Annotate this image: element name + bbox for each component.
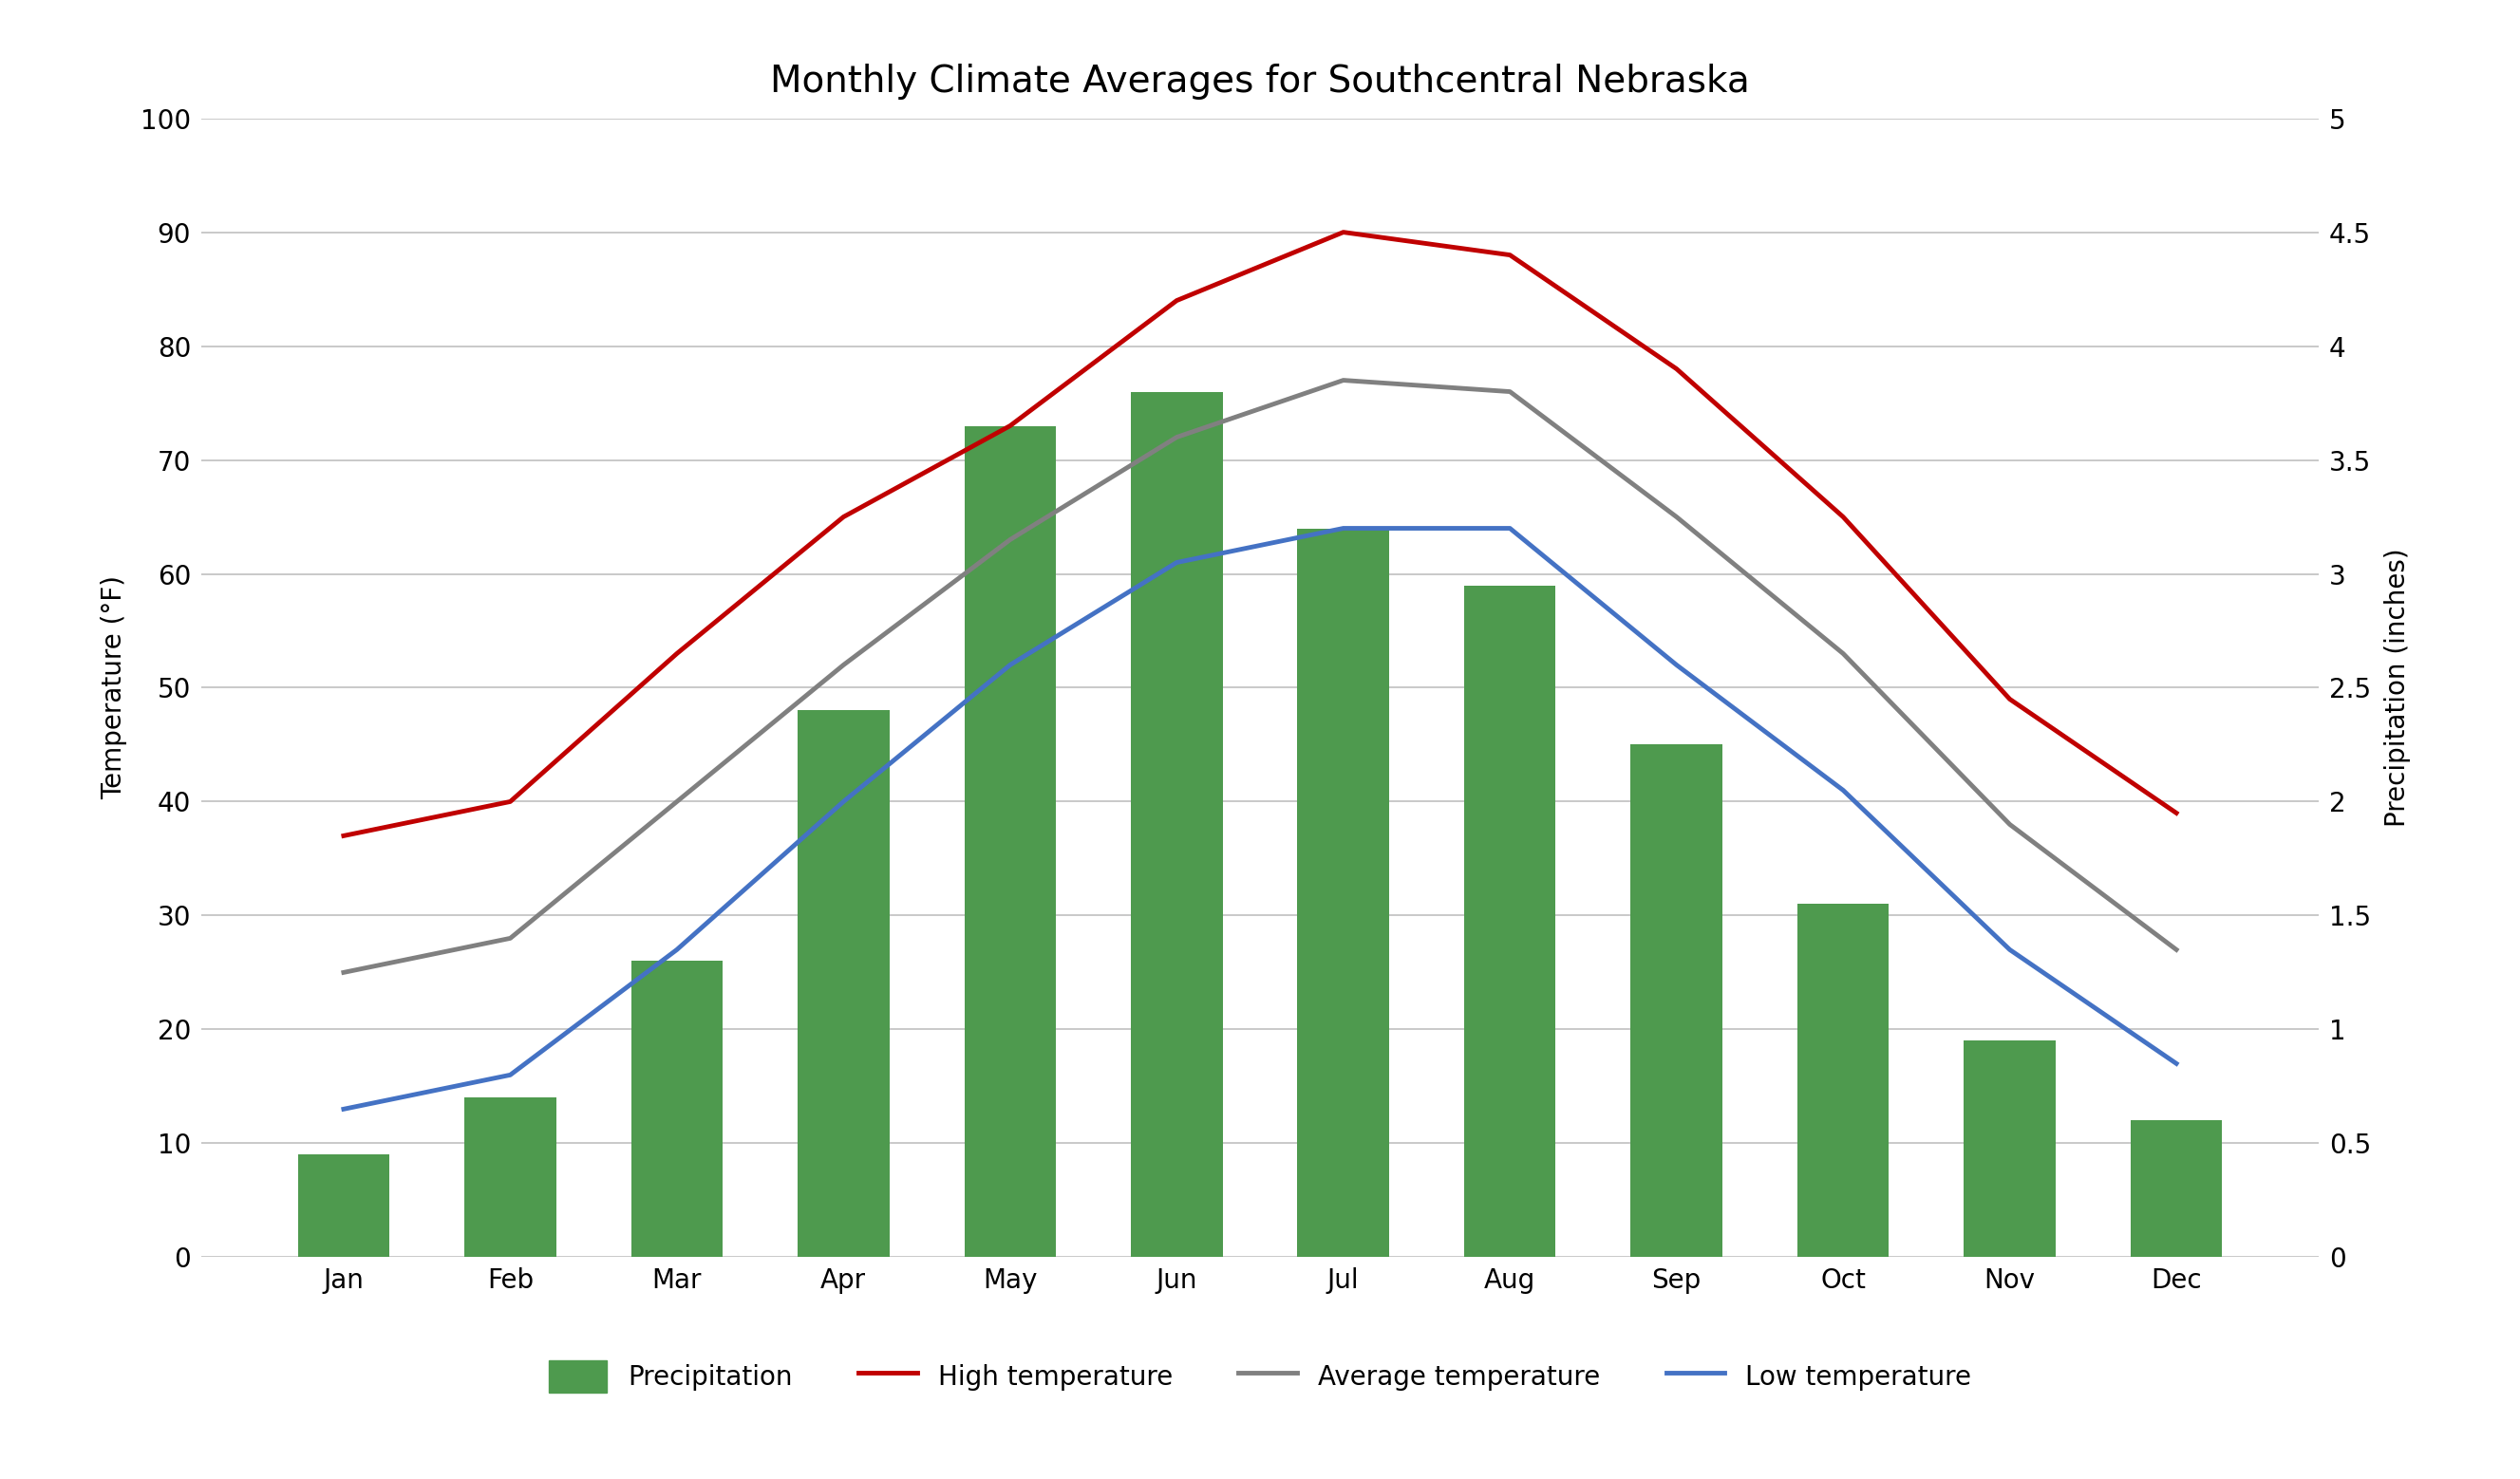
Low temperature: [328, 1100, 358, 1118]
Low temperature: [1661, 657, 1691, 674]
Legend: Precipitation, High temperature, Average temperature, Low temperature: Precipitation, High temperature, Average…: [539, 1350, 1981, 1404]
Low temperature: [829, 793, 859, 810]
Average temperature: [829, 657, 859, 674]
Average temperature: [2162, 941, 2192, 958]
High temperature: [328, 827, 358, 845]
High temperature: [494, 793, 524, 810]
High temperature: [663, 645, 693, 663]
Low temperature: [995, 657, 1026, 674]
Average temperature: [1661, 509, 1691, 527]
High temperature: [1494, 246, 1525, 263]
Bar: [1797, 904, 1890, 1257]
Bar: [1464, 586, 1555, 1257]
Bar: [1630, 745, 1721, 1257]
Average temperature: [1162, 429, 1192, 447]
Average temperature: [1494, 383, 1525, 401]
Y-axis label: Precipitation (inches): Precipitation (inches): [2384, 549, 2412, 827]
Bar: [965, 426, 1056, 1257]
Bar: [630, 961, 723, 1257]
High temperature: [1162, 291, 1192, 309]
Low temperature: [663, 941, 693, 958]
High temperature: [2162, 805, 2192, 822]
Line: Average temperature: Average temperature: [343, 380, 2177, 973]
High temperature: [1328, 223, 1358, 241]
Average temperature: [328, 964, 358, 982]
High temperature: [995, 417, 1026, 435]
Low temperature: [1996, 941, 2026, 958]
Bar: [464, 1097, 557, 1257]
Bar: [297, 1155, 391, 1257]
Low temperature: [2162, 1055, 2192, 1072]
Bar: [2129, 1121, 2223, 1257]
Line: Low temperature: Low temperature: [343, 528, 2177, 1109]
Low temperature: [1827, 781, 1857, 799]
Bar: [1298, 528, 1389, 1257]
Average temperature: [1328, 371, 1358, 389]
Low temperature: [1494, 519, 1525, 537]
Average temperature: [494, 929, 524, 947]
Bar: [1963, 1041, 2056, 1257]
High temperature: [1661, 359, 1691, 377]
Average temperature: [663, 793, 693, 810]
Bar: [799, 710, 890, 1257]
Line: High temperature: High temperature: [343, 232, 2177, 836]
Low temperature: [1162, 553, 1192, 571]
Y-axis label: Temperature (°F): Temperature (°F): [101, 575, 129, 800]
High temperature: [829, 509, 859, 527]
Average temperature: [1996, 815, 2026, 833]
High temperature: [1996, 691, 2026, 708]
Low temperature: [1328, 519, 1358, 537]
Average temperature: [1827, 645, 1857, 663]
Average temperature: [995, 531, 1026, 549]
Bar: [1131, 392, 1222, 1257]
High temperature: [1827, 509, 1857, 527]
Low temperature: [494, 1066, 524, 1084]
Title: Monthly Climate Averages for Southcentral Nebraska: Monthly Climate Averages for Southcentra…: [771, 64, 1749, 99]
